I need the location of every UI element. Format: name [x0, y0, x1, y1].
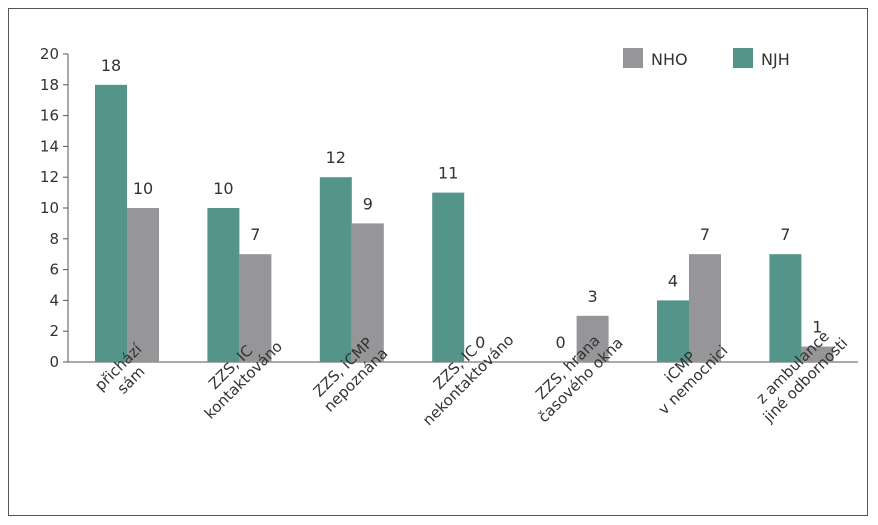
y-tick-label: 18 — [40, 76, 59, 94]
bar-nho — [127, 208, 159, 362]
data-label-nho: 1 — [812, 318, 822, 337]
data-label-njh: 18 — [101, 56, 121, 75]
bar-njh — [769, 254, 802, 362]
y-tick-label: 6 — [49, 261, 59, 279]
y-tick-label: 12 — [40, 168, 59, 186]
bar-nho — [576, 315, 609, 362]
y-tick-label: 4 — [49, 291, 59, 309]
bar-njh — [207, 208, 240, 362]
bar-nho — [801, 346, 834, 362]
y-tick-label: 8 — [49, 230, 59, 248]
data-label-njh: 4 — [668, 271, 678, 290]
data-label-nho: 9 — [363, 194, 373, 213]
legend-swatch-nho — [623, 48, 643, 68]
y-tick-label: 0 — [49, 353, 59, 371]
data-label-njh: 7 — [780, 225, 790, 244]
data-label-nho: 7 — [700, 225, 710, 244]
legend-label-njh: NJH — [761, 50, 790, 69]
bar-nho — [239, 254, 272, 362]
y-tick-label: 10 — [40, 199, 59, 217]
y-tick-label: 14 — [40, 137, 59, 155]
data-label-nho: 0 — [475, 333, 485, 352]
legend-swatch-njh — [733, 48, 753, 68]
y-tick-label: 16 — [40, 107, 59, 125]
legend-label-nho: NHO — [651, 50, 688, 69]
bar-nho — [689, 254, 721, 362]
bar-njh — [319, 177, 352, 362]
data-label-nho: 7 — [250, 225, 260, 244]
data-label-njh: 10 — [213, 179, 233, 198]
y-tick-label: 20 — [40, 45, 59, 63]
bar-njh — [657, 300, 689, 362]
bar-njh — [95, 84, 127, 363]
data-label-nho: 3 — [588, 287, 598, 306]
data-label-njh: 0 — [556, 333, 566, 352]
data-label-njh: 12 — [326, 148, 346, 167]
y-tick-label: 2 — [49, 322, 59, 340]
bar-njh — [432, 192, 465, 362]
data-label-nho: 10 — [133, 179, 153, 198]
bar-nho — [351, 223, 384, 362]
data-label-njh: 11 — [438, 164, 458, 183]
